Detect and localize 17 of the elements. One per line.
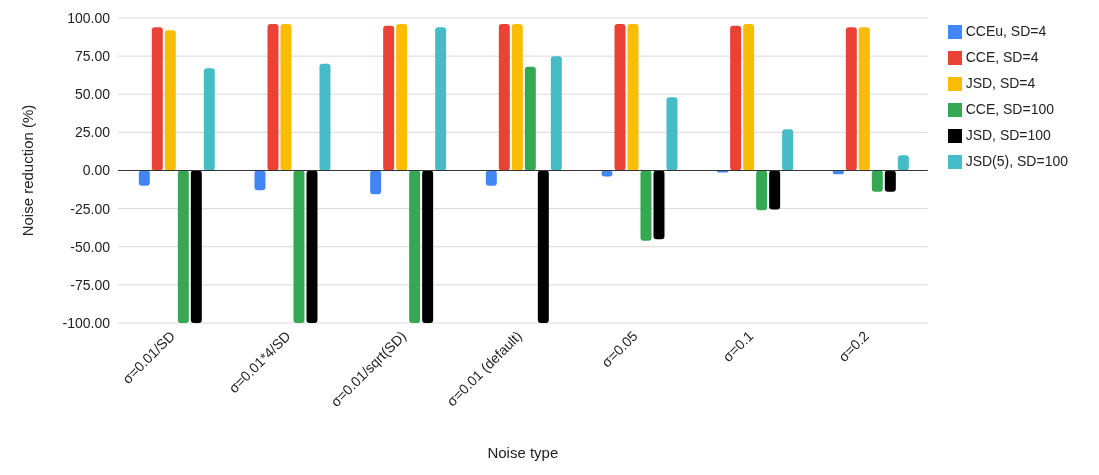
y-tick-label: -50.00 (70, 238, 111, 255)
legend-label: JSD(5), SD=100 (965, 153, 1068, 169)
legend-label: CCEu, SD=4 (965, 23, 1047, 39)
legend-label: CCE, SD=4 (965, 49, 1039, 65)
y-tick-label: 0.00 (82, 162, 111, 179)
y-tick-label: 100.00 (67, 9, 111, 26)
legend-label: JSD, SD=4 (965, 75, 1036, 91)
y-tick-label: 75.00 (74, 48, 111, 65)
y-tick-label: -100.00 (62, 314, 111, 331)
y-tick-label: -25.00 (70, 200, 111, 217)
y-tick-label: 25.00 (74, 124, 111, 141)
y-tick-label: 50.00 (74, 86, 111, 103)
x-axis-title: Noise type (487, 444, 559, 461)
legend-label: CCE, SD=100 (965, 101, 1054, 117)
y-tick-label: -75.00 (70, 276, 111, 293)
legend-label: JSD, SD=100 (965, 127, 1051, 143)
y-axis-title: Noise reduction (%) (19, 104, 37, 237)
